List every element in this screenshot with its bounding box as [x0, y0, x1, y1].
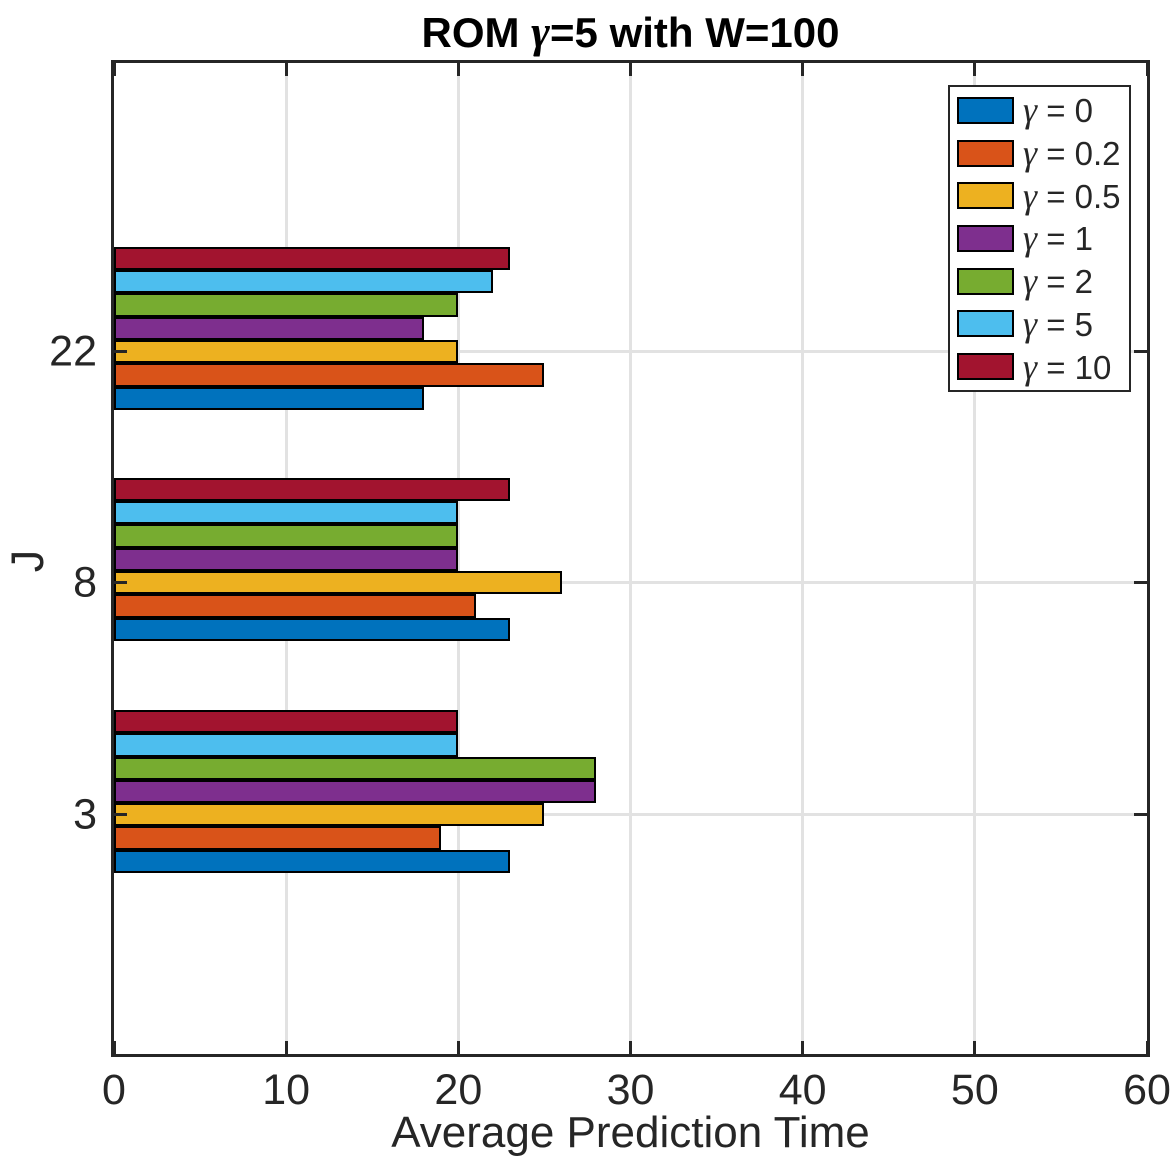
- bar-γ=2-J22: [114, 293, 459, 317]
- legend-label: γ = 0.2: [1023, 133, 1121, 174]
- legend-item: γ = 2: [957, 261, 1129, 301]
- x-tick-mark: [456, 63, 460, 76]
- x-tick-label: 40: [778, 1066, 827, 1114]
- x-tick-label: 60: [1123, 1066, 1171, 1114]
- y-tick-mark: [114, 350, 127, 354]
- legend-item: γ = 0.5: [957, 176, 1129, 216]
- x-tick-mark: [801, 1041, 805, 1054]
- y-tick-mark: [1134, 581, 1147, 585]
- gamma-symbol: γ: [531, 7, 551, 57]
- bar-γ=5-J8: [114, 501, 459, 525]
- x-tick-mark: [801, 63, 805, 76]
- bar-γ=1-J22: [114, 316, 424, 341]
- y-tick-label: 3: [73, 790, 97, 839]
- legend-swatch: [957, 310, 1014, 338]
- legend-swatch: [957, 96, 1014, 124]
- x-tick-mark: [1145, 1041, 1149, 1054]
- x-gridline: [456, 63, 460, 1054]
- x-tick-mark: [1145, 63, 1149, 76]
- bar-γ=0.5-J3: [114, 803, 545, 827]
- legend-swatch: [957, 353, 1014, 381]
- x-gridline: [973, 63, 977, 1054]
- bar-γ=5-J3: [114, 733, 459, 757]
- bar-γ=0-J22: [114, 386, 424, 410]
- x-gridline: [801, 63, 805, 1054]
- x-tick-mark: [112, 63, 116, 76]
- bar-γ=10-J3: [114, 709, 459, 734]
- bar-γ=0-J3: [114, 849, 510, 874]
- x-tick-label: 30: [606, 1066, 655, 1114]
- bar-γ=0.2-J22: [114, 363, 545, 387]
- gamma-symbol: γ: [1023, 133, 1038, 174]
- x-tick-label: 10: [262, 1066, 311, 1114]
- legend-item: γ = 0: [957, 90, 1129, 130]
- bar-γ=2-J3: [114, 756, 597, 780]
- y-gridline: [114, 813, 1147, 817]
- x-tick-label: 20: [434, 1066, 483, 1114]
- bar-γ=0.2-J8: [114, 594, 476, 618]
- legend-label: γ = 1: [1023, 218, 1094, 259]
- legend-item: γ = 10: [957, 347, 1129, 387]
- x-axis-label: Average Prediction Time: [391, 1108, 870, 1157]
- bar-γ=0.2-J3: [114, 826, 442, 850]
- gamma-symbol: γ: [1023, 175, 1038, 216]
- bar-γ=10-J8: [114, 477, 510, 502]
- y-tick-mark: [114, 813, 127, 817]
- legend-label: γ = 5: [1023, 303, 1094, 344]
- legend-swatch: [957, 182, 1014, 210]
- bar-γ=2-J8: [114, 524, 459, 548]
- gamma-symbol: γ: [1023, 218, 1038, 259]
- legend-item: γ = 5: [957, 304, 1129, 344]
- y-tick-mark: [1134, 813, 1147, 817]
- bar-γ=1-J3: [114, 779, 597, 804]
- gamma-symbol: γ: [1023, 303, 1038, 344]
- x-tick-mark: [973, 1041, 977, 1054]
- gamma-symbol: γ: [1023, 261, 1038, 302]
- legend-item: γ = 0.2: [957, 133, 1129, 173]
- y-tick-label: 8: [73, 558, 97, 607]
- y-gridline: [114, 350, 1147, 354]
- legend-swatch: [957, 139, 1014, 167]
- x-tick-mark: [112, 1041, 116, 1054]
- x-tick-mark: [973, 63, 977, 76]
- y-tick-mark: [114, 581, 127, 585]
- chart-title: ROM γ=5 with W=100: [421, 7, 840, 57]
- x-tick-mark: [456, 1041, 460, 1054]
- x-tick-label: 50: [950, 1066, 999, 1114]
- bar-γ=1-J8: [114, 547, 459, 572]
- bar-γ=5-J22: [114, 270, 493, 294]
- legend-swatch: [957, 224, 1014, 252]
- gamma-symbol: γ: [1023, 90, 1038, 131]
- x-tick-label: 0: [102, 1066, 126, 1114]
- legend-label: γ = 2: [1023, 261, 1094, 302]
- bar-γ=10-J22: [114, 246, 510, 271]
- legend-item: γ = 1: [957, 218, 1129, 258]
- x-tick-mark: [629, 1041, 632, 1054]
- x-tick-mark: [284, 1041, 288, 1054]
- gamma-symbol: γ: [1023, 346, 1038, 387]
- bar-γ=0.5-J22: [114, 340, 459, 364]
- x-gridline: [629, 63, 632, 1054]
- legend-swatch: [957, 267, 1014, 295]
- bar-γ=0-J8: [114, 617, 510, 641]
- y-tick-mark: [1134, 350, 1147, 354]
- legend-label: γ = 0.5: [1023, 175, 1121, 216]
- bar-γ=0.5-J8: [114, 571, 562, 595]
- y-gridline: [114, 581, 1147, 585]
- x-tick-mark: [284, 63, 288, 76]
- legend-label: γ = 0: [1023, 90, 1094, 131]
- legend-label: γ = 10: [1023, 346, 1112, 387]
- x-tick-mark: [629, 63, 632, 76]
- y-tick-label: 22: [49, 327, 97, 376]
